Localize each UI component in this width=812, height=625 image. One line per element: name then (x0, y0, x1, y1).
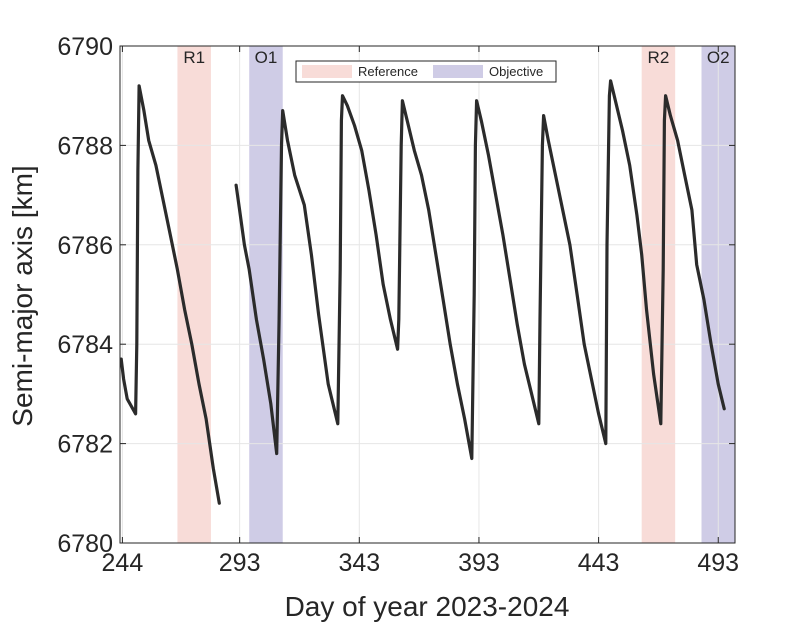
bands-layer (177, 46, 735, 543)
x-tick-label-493: 493 (697, 549, 739, 577)
x-tick-label-293: 293 (219, 549, 261, 577)
legend-swatch-reference (302, 65, 352, 78)
x-tick-label-343: 343 (338, 549, 380, 577)
line-layer (119, 79, 726, 505)
x-axis-label: Day of year 2023-2024 (285, 591, 570, 622)
band-o1 (249, 46, 283, 543)
legend-label-reference: Reference (358, 64, 418, 79)
y-tick-label-6790: 6790 (57, 33, 113, 61)
series-line-2 (234, 79, 726, 461)
x-tick-label-244: 244 (102, 549, 144, 577)
y-axis-label: Semi-major axis [km] (7, 165, 38, 426)
plot-frame (119, 45, 736, 544)
y-tick-label-6786: 6786 (57, 232, 113, 260)
legend: Reference Objective (295, 60, 557, 83)
band-r2 (641, 46, 676, 543)
legend-box (295, 60, 557, 83)
legend-label-objective: Objective (489, 64, 543, 79)
band-label-r2: R2 (648, 48, 670, 67)
series-line-1 (119, 84, 221, 505)
y-tick-label-6782: 6782 (57, 431, 113, 459)
y-tick-label-6784: 6784 (57, 331, 113, 359)
x-tick-label-393: 393 (458, 549, 500, 577)
y-tick-label-6780: 6780 (57, 530, 113, 558)
y-tick-label-6788: 6788 (57, 132, 113, 160)
x-tick-label-443: 443 (578, 549, 620, 577)
band-label-layer: R1 O1 R2 O2 (183, 48, 729, 67)
axes-layer: 244 293 343 393 443 493 6780 6782 6784 6786 6788 67… (57, 33, 739, 577)
legend-swatch-objective (433, 65, 483, 78)
band-label-o1: O1 (255, 48, 278, 67)
band-label-o2: O2 (707, 48, 730, 67)
band-label-r1: R1 (183, 48, 205, 67)
